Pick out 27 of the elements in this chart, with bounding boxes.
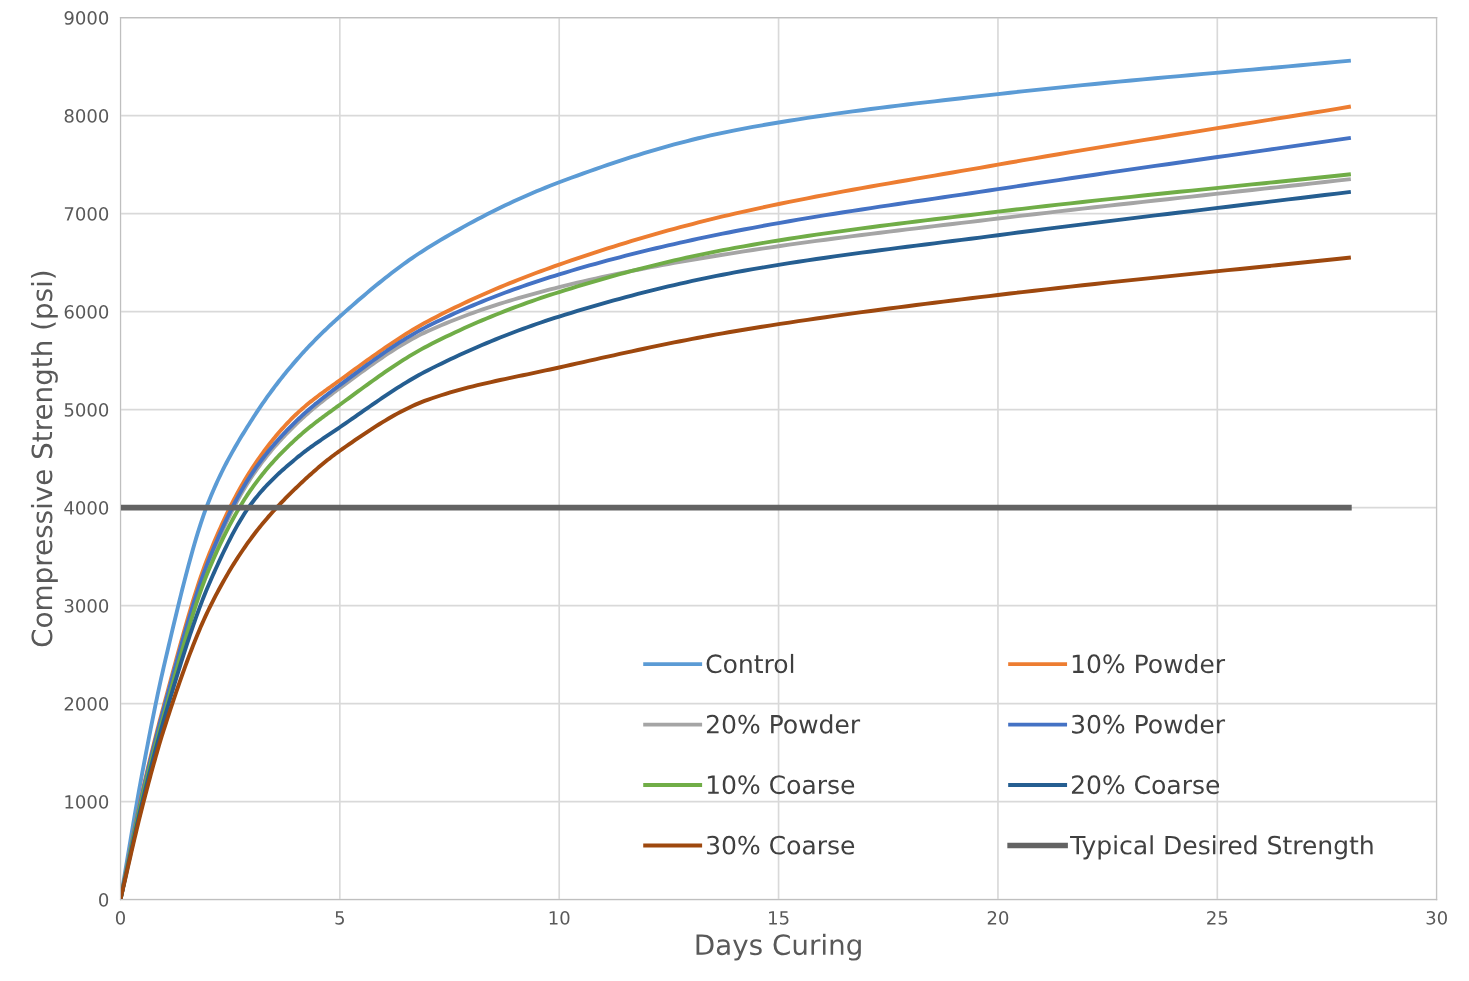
legend-label: 20% Powder [707,714,861,734]
x-tick-label: 0 [115,911,125,925]
y-tick-label: 0 [99,893,109,907]
y-tick-label: 6000 [64,305,109,319]
y-tick-label: 7000 [64,207,109,221]
legend-label: Control [706,653,794,674]
y-tick-label: 9000 [64,11,109,25]
x-tick-label: 25 [1207,911,1228,925]
y-tick-label: 4000 [64,501,109,515]
legend-label: 10% Powder [1072,653,1226,674]
y-tick-label: 5000 [64,403,109,417]
legend-label: 30% Coarse [707,835,855,855]
y-axis-title: Compressive Strength (psi) [30,271,58,647]
legend-label: Typical Desired Strength [1070,835,1373,860]
y-tick-label: 2000 [64,697,109,711]
y-tick-label: 3000 [64,599,109,613]
x-tick-label: 30 [1426,911,1447,925]
legend-label: 20% Coarse [1071,775,1220,795]
x-tick-label: 20 [987,911,1009,925]
x-tick-label: 10 [549,911,570,925]
y-tick-label: 8000 [64,109,109,123]
legend-label: 30% Powder [1072,714,1226,734]
x-tick-label: 15 [769,911,789,925]
x-tick-label: 5 [335,911,344,925]
x-axis-title: Days Curing [696,933,861,961]
y-tick-label: 1000 [65,795,109,809]
legend-label: 10% Coarse [707,775,855,795]
